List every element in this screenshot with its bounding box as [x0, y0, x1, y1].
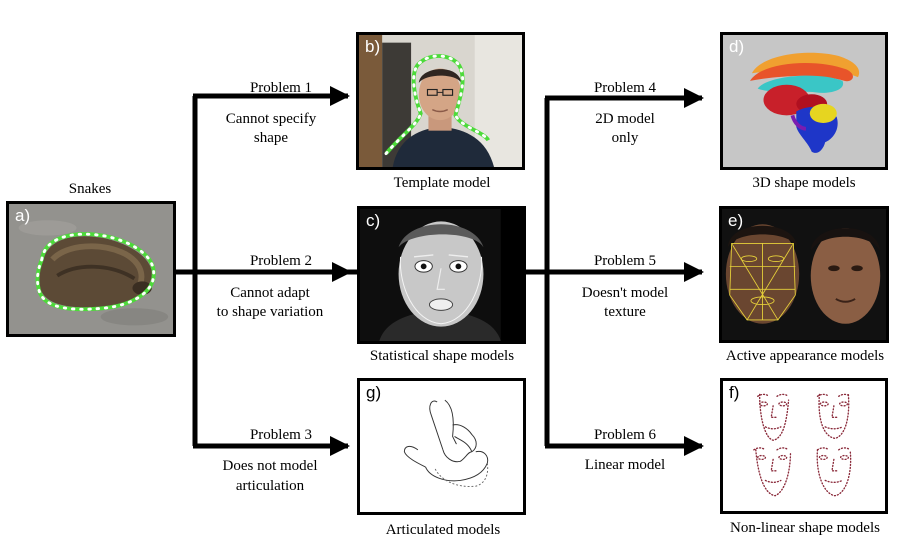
- problem-2-line2: to shape variation: [216, 304, 324, 320]
- panel-letter: d): [729, 37, 745, 56]
- problem-5-line1: Doesn't model: [581, 285, 669, 301]
- panel-d-3d-shape: d): [720, 32, 888, 170]
- panel-letter: f): [729, 383, 740, 402]
- panel-a-snakes: a): [6, 201, 176, 337]
- problem-3-line2: articulation: [235, 478, 305, 494]
- problem-1-line2: shape: [253, 130, 289, 146]
- caption-articulated-models: Articulated models: [385, 522, 501, 538]
- caption-3d-shape-models: 3D shape models: [752, 175, 856, 191]
- problem-5-title: Problem 5: [593, 253, 657, 269]
- landmark-faces-plot: [723, 381, 885, 511]
- problem-6-title: Problem 6: [593, 427, 657, 443]
- brain-3d-render: [723, 35, 885, 167]
- panel-f-nonlinear-shape: f): [720, 378, 888, 514]
- problem-4-title: Problem 4: [593, 80, 657, 96]
- problem-4-line2: only: [611, 130, 639, 146]
- panel-letter: b): [365, 37, 381, 56]
- panel-letter: a): [15, 206, 31, 225]
- problem-1-title: Problem 1: [249, 80, 313, 96]
- problem-2-line1: Cannot adapt: [230, 285, 310, 301]
- caption-nonlinear-shape-models: Non-linear shape models: [730, 520, 880, 536]
- problem-4-line1: 2D model: [595, 111, 655, 127]
- panel-g-articulated: g): [357, 378, 526, 515]
- panel-letter: e): [728, 211, 744, 230]
- problem-1-line1: Cannot specify: [225, 111, 317, 127]
- person-photo: [359, 35, 522, 167]
- face-pair-photo: [722, 209, 886, 340]
- panel-letter: c): [366, 211, 381, 230]
- panel-e-active-appearance: e): [719, 206, 889, 343]
- panel-c-statistical-shape: c): [357, 206, 526, 344]
- problem-5-line2: texture: [604, 304, 646, 320]
- hand-outline-drawing: [360, 381, 523, 512]
- snakes-title: Snakes: [68, 181, 112, 197]
- hedgehog-image: [9, 204, 173, 334]
- problem-3-title: Problem 3: [249, 427, 313, 443]
- face-grayscale-photo: [360, 209, 523, 341]
- problem-3-line1: Does not model: [222, 458, 318, 474]
- caption-statistical-shape-models: Statistical shape models: [369, 348, 515, 364]
- panel-letter: g): [366, 383, 382, 402]
- caption-active-appearance-models: Active appearance models: [725, 348, 885, 364]
- problem-6-line1: Linear model: [584, 457, 666, 473]
- panel-b-template-model: b): [356, 32, 525, 170]
- caption-template-model: Template model: [393, 175, 491, 191]
- problem-2-title: Problem 2: [249, 253, 313, 269]
